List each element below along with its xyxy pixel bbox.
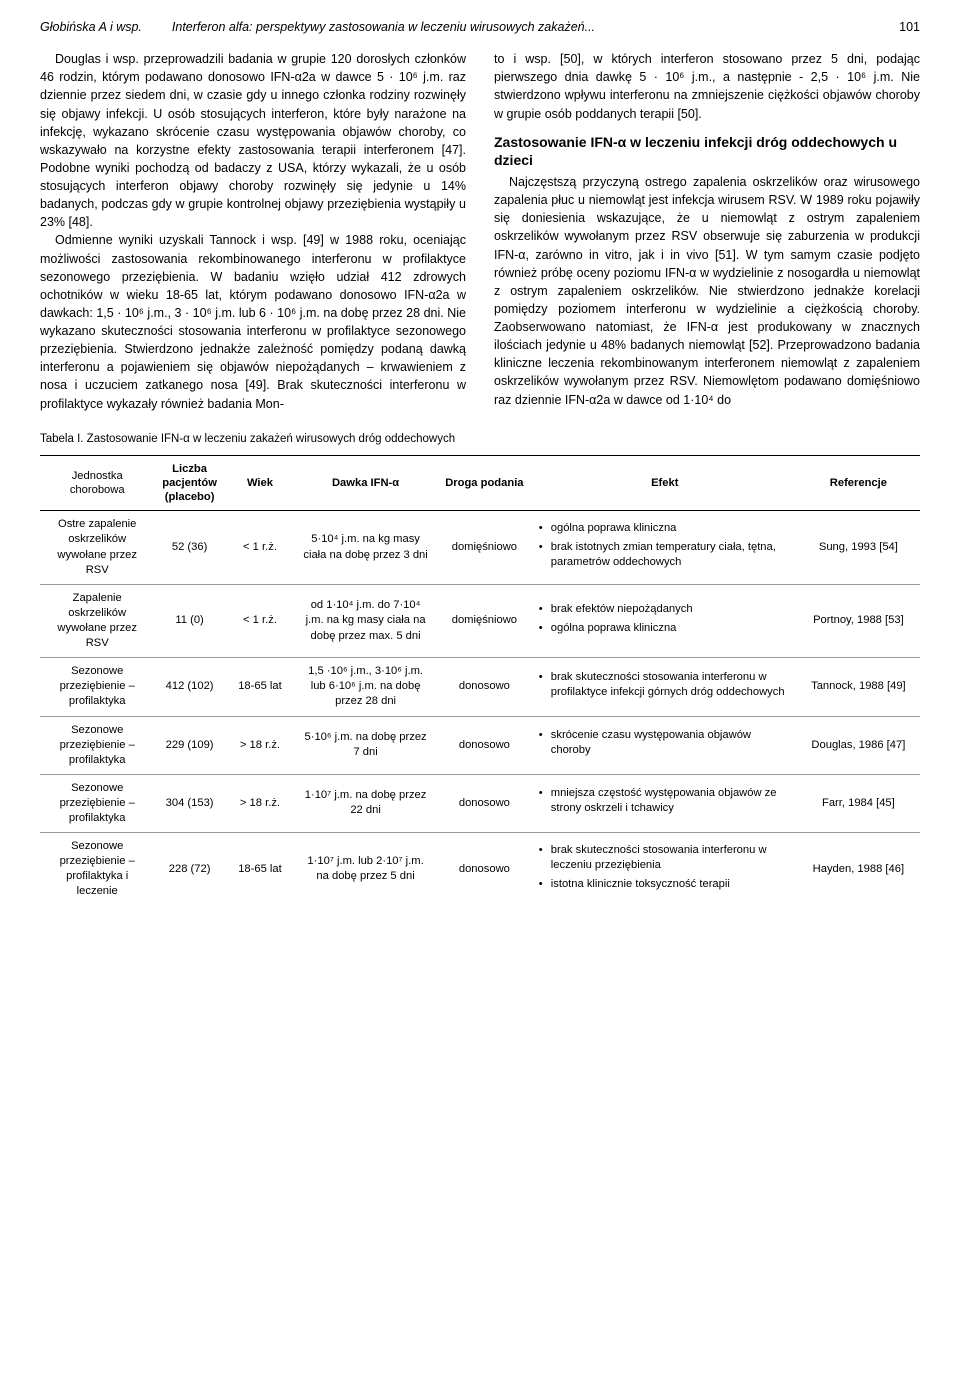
table-row: Sezonowe przeziębienie – profilaktyka229… xyxy=(40,716,920,774)
cell-ref: Tannock, 1988 [49] xyxy=(797,658,920,716)
cell-disease: Ostre zapalenie oskrzelików wywołane prz… xyxy=(40,511,154,584)
effect-item: istotna klinicznie toksyczność terapii xyxy=(539,877,791,892)
cell-n: 228 (72) xyxy=(154,833,224,906)
page-number: 101 xyxy=(899,18,920,36)
cell-disease: Sezonowe przeziębienie – profilaktyka xyxy=(40,658,154,716)
cell-ref: Hayden, 1988 [46] xyxy=(797,833,920,906)
cell-dose: 1·10⁷ j.m. lub 2·10⁷ j.m. na dobę przez … xyxy=(295,833,436,906)
cell-n: 304 (153) xyxy=(154,774,224,832)
th-age: Wiek xyxy=(225,456,295,511)
cell-effect: brak skuteczności stosowania interferonu… xyxy=(533,833,797,906)
cell-ref: Douglas, 1986 [47] xyxy=(797,716,920,774)
cell-route: donosowo xyxy=(436,833,533,906)
effect-item: ogólna poprawa kliniczna xyxy=(539,521,791,536)
th-route: Droga podania xyxy=(436,456,533,511)
cell-effect: ogólna poprawa kliniczna brak istotnych z… xyxy=(533,511,797,584)
cell-age: 18-65 lat xyxy=(225,658,295,716)
effect-item: skrócenie czasu występowania objawów cho… xyxy=(539,728,791,758)
cell-effect: skrócenie czasu występowania objawów cho… xyxy=(533,716,797,774)
effect-item: mniejsza częstość występowania objawów z… xyxy=(539,786,791,816)
th-dose: Dawka IFN-α xyxy=(295,456,436,511)
effect-item: brak istotnych zmian temperatury ciała, … xyxy=(539,540,791,570)
cell-n: 52 (36) xyxy=(154,511,224,584)
cell-ref: Sung, 1993 [54] xyxy=(797,511,920,584)
cell-effect: mniejsza częstość występowania objawów z… xyxy=(533,774,797,832)
effect-item: brak skuteczności stosowania interferonu… xyxy=(539,843,791,873)
header-title: Interferon alfa: perspektywy zastosowani… xyxy=(142,18,899,36)
cell-dose: 5·10⁴ j.m. na kg masy ciała na dobę prze… xyxy=(295,511,436,584)
running-header: Głobińska A i wsp. Interferon alfa: pers… xyxy=(40,18,920,36)
cell-effect: brak efektów niepożądanych ogólna poprawa… xyxy=(533,584,797,657)
paragraph: Douglas i wsp. przeprowadzili badania w … xyxy=(40,50,466,231)
effect-item: brak skuteczności stosowania interferonu… xyxy=(539,670,791,700)
cell-disease: Sezonowe przeziębienie – profilaktyka xyxy=(40,774,154,832)
cell-dose: 1·10⁷ j.m. na dobę przez 22 dni xyxy=(295,774,436,832)
cell-age: > 18 r.ż. xyxy=(225,716,295,774)
cell-dose: od 1·10⁴ j.m. do 7·10⁴ j.m. na kg masy c… xyxy=(295,584,436,657)
cell-n: 11 (0) xyxy=(154,584,224,657)
table-row: Sezonowe przeziębienie – profilaktyka412… xyxy=(40,658,920,716)
table-row: Ostre zapalenie oskrzelików wywołane prz… xyxy=(40,511,920,584)
paragraph: Najczęstszą przyczyną ostrego zapalenia … xyxy=(494,173,920,409)
cell-dose: 5·10⁶ j.m. na dobę przez 7 dni xyxy=(295,716,436,774)
th-effect: Efekt xyxy=(533,456,797,511)
cell-route: donosowo xyxy=(436,716,533,774)
cell-age: 18-65 lat xyxy=(225,833,295,906)
cell-age: < 1 r.ż. xyxy=(225,584,295,657)
cell-effect: brak skuteczności stosowania interferonu… xyxy=(533,658,797,716)
paragraph: Odmienne wyniki uzyskali Tannock i wsp. … xyxy=(40,231,466,412)
cell-route: domięśniowo xyxy=(436,511,533,584)
cell-age: > 18 r.ż. xyxy=(225,774,295,832)
cell-disease: Sezonowe przeziębienie – profilaktyka xyxy=(40,716,154,774)
cell-route: domięśniowo xyxy=(436,584,533,657)
cell-disease: Zapalenie oskrzelików wywołane przez RSV xyxy=(40,584,154,657)
paragraph: to i wsp. [50], w których interferon sto… xyxy=(494,50,920,123)
th-n: Liczba pacjentów (placebo) xyxy=(154,456,224,511)
effect-item: brak efektów niepożądanych xyxy=(539,602,791,617)
cell-route: donosowo xyxy=(436,774,533,832)
th-disease: Jednostka chorobowa xyxy=(40,456,154,511)
table-row: Sezonowe przeziębienie – profilaktyka i … xyxy=(40,833,920,906)
table-row: Zapalenie oskrzelików wywołane przez RSV… xyxy=(40,584,920,657)
table-caption: Tabela I. Zastosowanie IFN-α w leczeniu … xyxy=(40,431,920,448)
body-text: Douglas i wsp. przeprowadzili badania w … xyxy=(40,50,920,413)
cell-dose: 1,5 ·10⁶ j.m., 3·10⁶ j.m. lub 6·10⁶ j.m.… xyxy=(295,658,436,716)
table-header-row: Jednostka chorobowa Liczba pacjentów (pl… xyxy=(40,456,920,511)
cell-disease: Sezonowe przeziębienie – profilaktyka i … xyxy=(40,833,154,906)
cell-age: < 1 r.ż. xyxy=(225,511,295,584)
header-author: Głobińska A i wsp. xyxy=(40,18,142,36)
cell-n: 412 (102) xyxy=(154,658,224,716)
th-ref: Referencje xyxy=(797,456,920,511)
section-heading: Zastosowanie IFN-α w leczeniu infekcji d… xyxy=(494,133,920,169)
cell-n: 229 (109) xyxy=(154,716,224,774)
cell-ref: Portnoy, 1988 [53] xyxy=(797,584,920,657)
cell-ref: Farr, 1984 [45] xyxy=(797,774,920,832)
data-table: Jednostka chorobowa Liczba pacjentów (pl… xyxy=(40,455,920,905)
table-row: Sezonowe przeziębienie – profilaktyka304… xyxy=(40,774,920,832)
cell-route: donosowo xyxy=(436,658,533,716)
effect-item: ogólna poprawa kliniczna xyxy=(539,621,791,636)
